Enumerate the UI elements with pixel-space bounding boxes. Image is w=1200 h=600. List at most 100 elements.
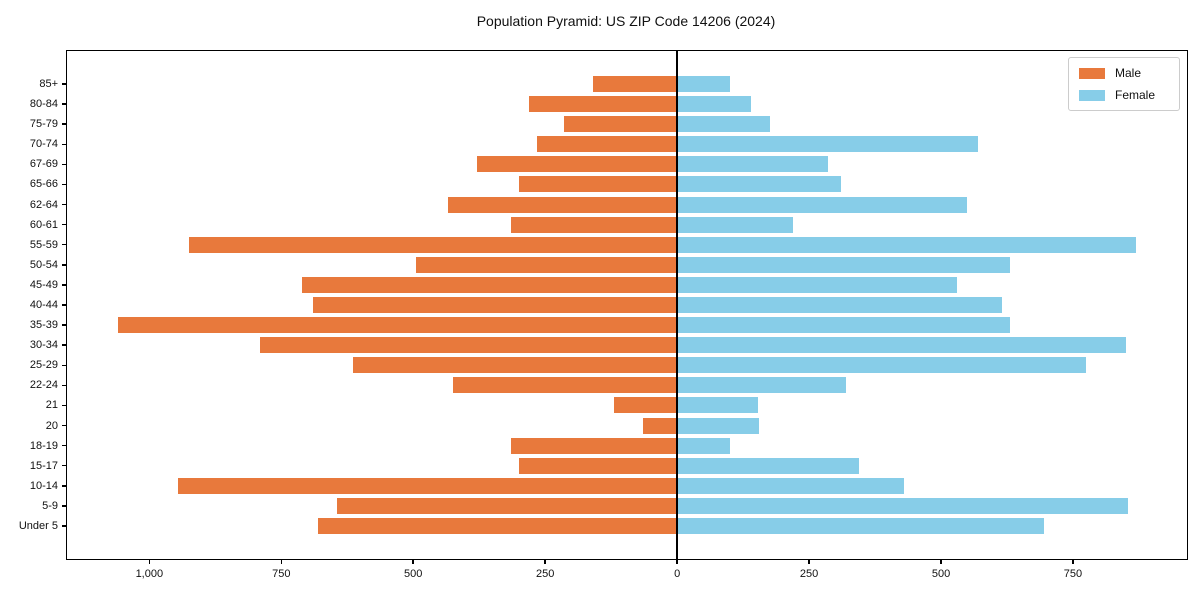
y-axis-label: 15-17 <box>29 459 58 472</box>
y-tick-mark <box>62 364 67 367</box>
y-tick-mark <box>62 163 67 166</box>
x-axis-tick-label: 250 <box>536 568 555 580</box>
male-bar <box>476 156 678 173</box>
y-axis-label: 18-19 <box>29 439 58 452</box>
x-tick-mark <box>544 559 546 564</box>
y-tick-mark <box>62 304 67 306</box>
zero-axis-line <box>676 51 678 559</box>
y-tick-mark <box>62 203 67 206</box>
plot-area: 85+ 80-84 75-79 70-74 67-69 65-66 62-64 60-61 55… <box>19 50 1188 580</box>
y-axis-label: 50-54 <box>29 258 58 271</box>
y-tick-mark <box>62 485 67 487</box>
female-color-swatch <box>1078 89 1105 101</box>
x-tick-mark <box>808 559 810 564</box>
female-bar <box>677 136 978 153</box>
female-bar <box>677 337 1126 354</box>
y-axis-label: 62-64 <box>29 198 58 211</box>
x-axis-tick-label: 500 <box>404 568 423 580</box>
y-axis-label: 60-61 <box>29 218 58 231</box>
y-tick-mark <box>62 444 67 447</box>
legend-item-male: Male <box>1078 66 1169 80</box>
male-bar <box>518 176 678 193</box>
y-tick-mark <box>62 324 67 326</box>
female-bar <box>677 236 1137 253</box>
male-bar <box>260 337 678 354</box>
y-axis-label: 22-24 <box>29 379 58 392</box>
female-bar <box>677 276 957 293</box>
male-color-swatch <box>1078 67 1105 79</box>
y-tick-mark <box>62 83 67 85</box>
x-axis-tick-label: 500 <box>931 568 951 580</box>
female-bar <box>677 256 1010 273</box>
male-bar <box>312 297 678 313</box>
x-tick-mark <box>412 559 414 564</box>
male-bar <box>563 116 678 133</box>
y-axis-label: 25-29 <box>29 359 58 372</box>
female-bar <box>677 417 759 434</box>
male-bar <box>613 397 678 414</box>
male-bar <box>352 357 678 374</box>
y-tick-mark <box>62 424 67 427</box>
female-bar <box>677 377 847 394</box>
female-bar <box>677 497 1129 514</box>
male-bar <box>518 457 678 474</box>
x-axis-tick-label: 750 <box>272 568 291 580</box>
male-bar <box>188 236 678 253</box>
female-bar <box>677 176 841 193</box>
male-bar <box>447 196 678 213</box>
male-bar <box>178 477 678 494</box>
male-bar <box>336 497 678 514</box>
y-tick-mark <box>62 404 67 407</box>
y-axis-label: 70-74 <box>29 138 58 151</box>
male-bar <box>537 136 678 153</box>
female-bar <box>677 437 730 454</box>
y-tick-mark <box>62 505 67 507</box>
male-bar <box>302 276 678 293</box>
x-axis-tick-label: 1,000 <box>135 568 164 580</box>
y-tick-mark <box>62 464 67 467</box>
male-bar <box>452 377 678 394</box>
y-axis-label: 65-66 <box>29 178 58 191</box>
x-axis-tick-label: 0 <box>674 568 681 580</box>
female-bar <box>677 297 1002 313</box>
legend-label-female: Female <box>1114 88 1155 102</box>
x-tick-mark <box>1072 559 1074 564</box>
y-tick-mark <box>62 384 67 387</box>
y-axis-label: 21 <box>45 399 58 412</box>
female-bar <box>677 357 1087 374</box>
y-axis-label: 45-49 <box>29 278 58 291</box>
x-axis-tick-label: 250 <box>799 568 819 580</box>
male-bar <box>642 417 678 434</box>
female-bar <box>677 156 828 173</box>
y-axis-label: Under 5 <box>18 520 58 532</box>
male-bar <box>592 76 678 92</box>
y-axis-label: 55-59 <box>29 238 58 251</box>
x-axis-tick-label: 750 <box>1063 568 1083 580</box>
y-tick-mark <box>62 223 67 226</box>
y-axis-label: 10-14 <box>29 479 58 492</box>
y-axis-label: 20 <box>45 419 58 432</box>
legend-item-female: Female <box>1078 88 1169 102</box>
female-bar <box>677 457 860 474</box>
y-axis-label: 85+ <box>39 78 58 90</box>
female-bar <box>677 477 905 494</box>
female-bar <box>677 518 1044 534</box>
y-tick-mark <box>62 284 67 286</box>
chart-title: Population Pyramid: US ZIP Code 14206 (2… <box>476 13 776 29</box>
female-bar <box>677 96 752 113</box>
y-axis-label: 67-69 <box>29 158 58 171</box>
female-bar <box>677 216 794 233</box>
female-bar <box>677 196 968 213</box>
male-bar <box>529 96 678 113</box>
male-bar <box>415 256 678 273</box>
male-bar <box>510 437 678 454</box>
male-bar <box>510 216 678 233</box>
male-bar <box>318 518 678 534</box>
legend: Male Female <box>1067 57 1180 111</box>
y-axis-label: 5-9 <box>42 499 58 512</box>
y-axis-label: 40-44 <box>29 299 58 311</box>
y-axis-label: 30-34 <box>29 339 58 352</box>
y-tick-mark <box>62 183 67 186</box>
y-tick-mark <box>62 243 67 246</box>
